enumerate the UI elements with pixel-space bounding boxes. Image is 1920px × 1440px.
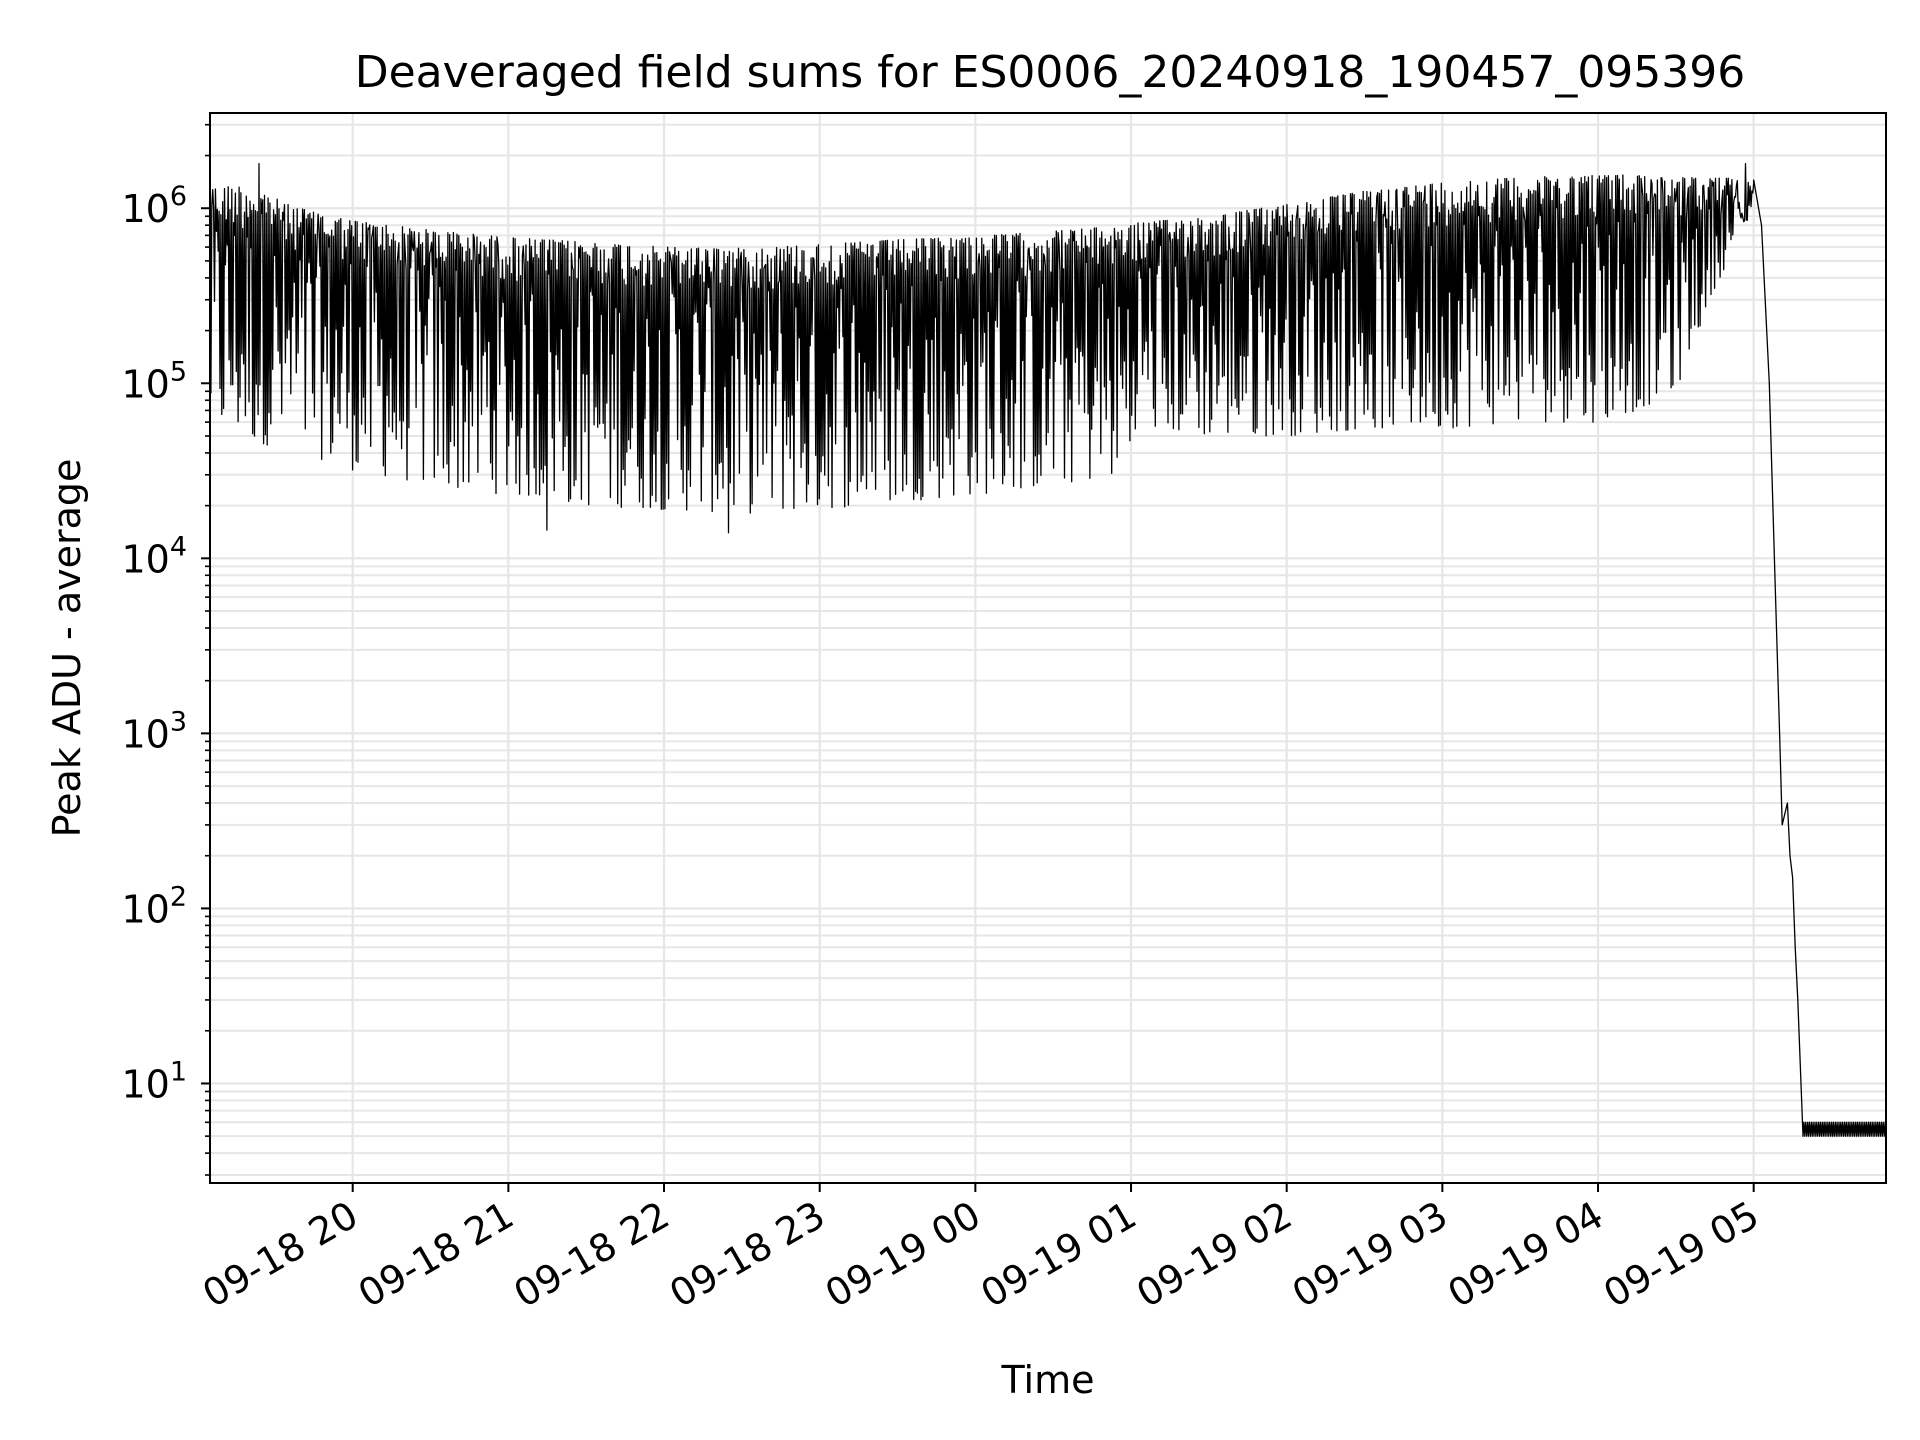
x-tick-label: 09-19 05: [1596, 1193, 1766, 1317]
y-tick-label: 104: [121, 531, 187, 581]
y-tick-label: 101: [121, 1056, 187, 1106]
x-tick-label: 09-18 22: [507, 1193, 677, 1317]
x-tick-label: 09-19 01: [974, 1193, 1144, 1317]
x-tick-label: 09-19 03: [1285, 1193, 1455, 1317]
data-layer: [209, 162, 1887, 1137]
y-tick-label: 106: [121, 181, 187, 231]
x-tick-label: 09-18 20: [195, 1193, 365, 1317]
x-tick-label: 09-19 00: [818, 1193, 988, 1317]
x-tick-label: 09-19 02: [1129, 1193, 1299, 1317]
x-tick-label: 09-19 04: [1441, 1193, 1611, 1317]
y-tick-label: 102: [121, 881, 187, 931]
y-tick-label: 105: [121, 356, 187, 406]
chart-title: Deaveraged field sums for ES0006_2024091…: [355, 47, 1746, 98]
x-tick-label: 09-18 21: [351, 1193, 521, 1317]
axes-frame: [209, 112, 1887, 1184]
x-tick-label: 09-18 23: [662, 1193, 832, 1317]
y-axis-label: Peak ADU - average: [45, 459, 89, 838]
x-axis-label: Time: [1001, 1358, 1095, 1402]
series-line: [209, 162, 1887, 1137]
y-tick-label: 103: [121, 706, 187, 756]
ticks: [201, 123, 1755, 1192]
